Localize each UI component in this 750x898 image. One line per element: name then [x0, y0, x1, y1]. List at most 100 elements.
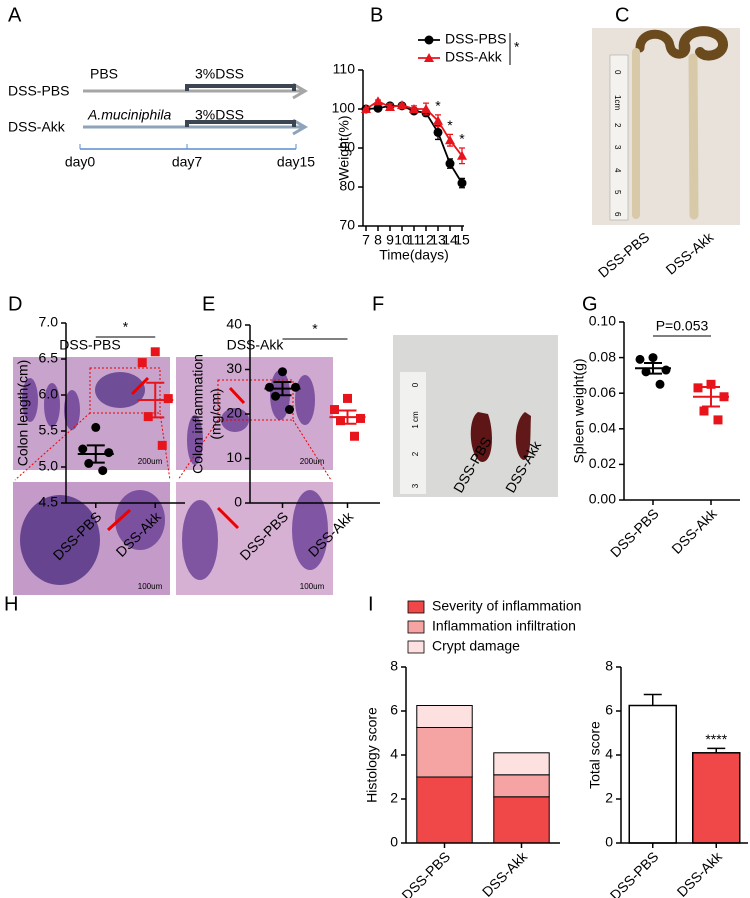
timeline-diagram: DSS-PBS PBS 3%DSS DSS-Akk A.muciniphila … — [8, 66, 315, 170]
significance-label: P=0.053 — [656, 318, 709, 334]
ruler-label: 1 cm — [411, 411, 420, 429]
panel-label: C — [615, 4, 629, 26]
x-tick-label: 10 — [394, 232, 410, 248]
y-tick-label: 80 — [339, 178, 355, 194]
x-tick-label: 15 — [454, 232, 470, 248]
data-point — [433, 115, 443, 125]
data-point — [336, 416, 345, 426]
ruler-label: 3 — [613, 145, 622, 150]
data-point — [373, 96, 383, 106]
y-tick-label: 70 — [339, 217, 355, 233]
y-tick-label: 6 — [390, 702, 398, 718]
data-point — [78, 444, 88, 454]
treatment-label: 3%DSS — [195, 107, 244, 123]
data-point — [385, 102, 395, 112]
annotation: * — [447, 117, 453, 133]
bar — [692, 752, 741, 844]
y-tick-label: 6.0 — [39, 386, 59, 402]
y-tick-label: 0 — [234, 494, 242, 510]
ruler-label: 6 — [613, 212, 622, 217]
y-tick-label: 0.00 — [589, 491, 616, 507]
legend-label: Inflammation infiltration — [432, 618, 576, 634]
data-point — [699, 406, 709, 416]
y-tick-label: 5.0 — [39, 458, 59, 474]
pretreatment-label: A.muciniphila — [87, 107, 171, 123]
y-axis-label: Colon inflammation — [190, 354, 206, 474]
data-point — [655, 379, 665, 389]
y-tick-label: 90 — [339, 139, 355, 155]
ruler-label: 3 — [411, 483, 420, 488]
pretreatment-label: PBS — [90, 66, 118, 82]
data-point — [706, 379, 716, 389]
data-point — [433, 127, 443, 137]
spleen — [515, 412, 531, 460]
y-tick-label: 4 — [605, 746, 613, 762]
data-point — [457, 150, 467, 160]
y-tick-label: 4 — [390, 746, 398, 762]
ruler-label: 1cm — [613, 95, 622, 110]
y-tick-label: 30 — [226, 360, 242, 376]
legend-marker — [424, 35, 434, 45]
data-point — [635, 354, 645, 364]
data-point — [457, 178, 467, 188]
x-tick-label: 14 — [442, 232, 458, 248]
x-tick-label: DSS-Akk — [674, 848, 726, 898]
panel-label: A — [8, 4, 22, 26]
panel-label: F — [372, 293, 384, 315]
ruler-label: 2 — [411, 451, 420, 456]
legend-label: Severity of inflammation — [432, 598, 581, 614]
data-point — [356, 413, 365, 423]
data-point — [285, 405, 294, 415]
y-tick-label: 8 — [390, 658, 398, 674]
data-point — [343, 393, 352, 403]
x-tick-label: 8 — [374, 232, 382, 248]
data-point — [330, 405, 339, 415]
image-title: DSS-PBS — [59, 337, 120, 353]
treatment-label: 3%DSS — [195, 66, 244, 82]
data-point — [409, 104, 419, 113]
x-tick-label: 7 — [362, 232, 370, 248]
bar-segment — [416, 776, 473, 844]
y-tick-label: 10 — [226, 449, 242, 465]
annotation: * — [435, 98, 441, 114]
x-tick-label: DSS-Akk — [479, 848, 531, 898]
x-axis-label: Time(days) — [379, 247, 449, 263]
ruler — [400, 372, 426, 494]
legend-marker — [424, 53, 434, 62]
data-point — [397, 100, 407, 110]
panel-label: B — [370, 4, 383, 26]
bar-segment — [416, 705, 473, 728]
data-point — [661, 365, 671, 375]
panel-label: E — [202, 293, 215, 315]
y-axis-label: Spleen weight(g) — [571, 358, 587, 463]
legend-swatch — [407, 620, 425, 634]
y-tick-label: 0 — [605, 834, 613, 850]
bar-segment — [493, 752, 550, 776]
x-tick-label: DSS-PBS — [398, 848, 453, 898]
y-tick-label: 2 — [605, 790, 613, 806]
legend-label: DSS-PBS — [445, 31, 506, 47]
y-tick-label: 6.5 — [39, 350, 59, 366]
timepoint-label: day7 — [172, 154, 203, 170]
group-label: DSS-Akk — [8, 119, 66, 135]
y-tick-label: 8 — [605, 658, 613, 674]
panel-label: D — [8, 293, 22, 315]
bar-segment — [416, 727, 473, 778]
y-tick-label: 0.10 — [589, 313, 616, 329]
x-tick-label: 11 — [407, 232, 422, 248]
data-point — [641, 367, 651, 377]
data-point — [91, 422, 101, 432]
data-point — [104, 448, 114, 458]
scale-bar-label: 100um — [138, 582, 163, 591]
zoom-line — [14, 412, 91, 481]
dss-period — [185, 84, 296, 91]
photo-label: DSS-PBS — [595, 229, 652, 281]
y-tick-label: 20 — [226, 405, 242, 421]
x-tick-label: 9 — [386, 232, 394, 248]
data-point — [719, 392, 729, 402]
y-axis-label: Histology score — [364, 707, 380, 803]
legend-label: Crypt damage — [432, 638, 520, 654]
data-point — [137, 358, 147, 368]
ruler-label: 0 — [411, 382, 420, 387]
